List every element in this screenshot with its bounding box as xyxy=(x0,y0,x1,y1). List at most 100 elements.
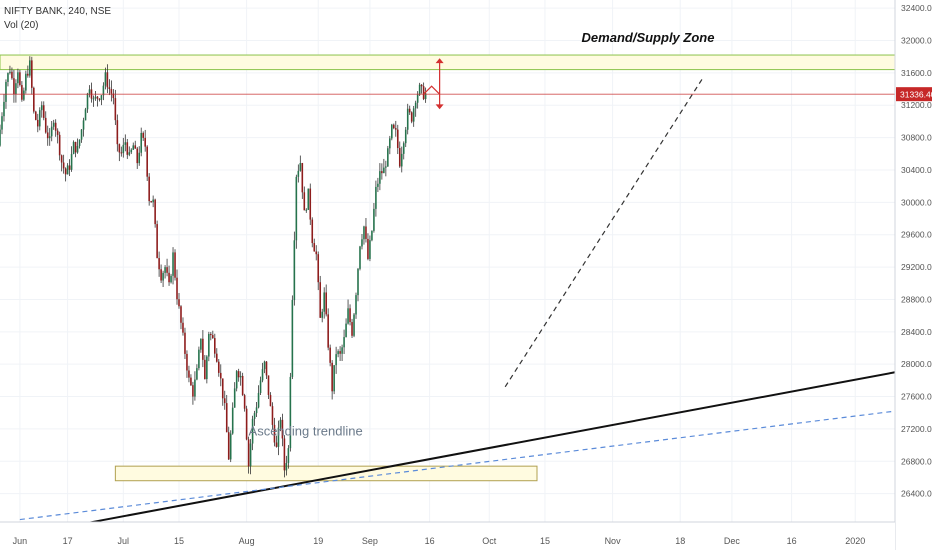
x-tick-label: Aug xyxy=(239,536,255,546)
candle-body xyxy=(206,356,208,380)
candle-body xyxy=(23,90,25,100)
candle-body xyxy=(291,300,294,377)
x-tick-label: Nov xyxy=(605,536,622,546)
candle-body xyxy=(134,145,137,149)
x-tick-label: 2020 xyxy=(845,536,865,546)
candle-body xyxy=(56,130,59,135)
candle-body xyxy=(253,413,256,419)
candle-body xyxy=(337,351,339,355)
candle-body xyxy=(70,153,73,170)
candle-body xyxy=(235,371,238,389)
candle-body xyxy=(299,163,302,171)
candle-body xyxy=(241,375,244,396)
breakout-arrows xyxy=(423,58,444,110)
candle-body xyxy=(140,132,143,153)
y-tick-label: 27200.00 xyxy=(901,424,932,434)
candle-body xyxy=(84,109,87,121)
candle-body xyxy=(100,95,103,100)
candle-body xyxy=(359,246,361,269)
y-tick-label: 30000.00 xyxy=(901,197,932,207)
candle-body xyxy=(156,224,158,259)
symbol-legend[interactable]: NIFTY BANK, 240, NSE xyxy=(4,6,112,17)
candle-body xyxy=(414,102,417,109)
candle-body xyxy=(416,94,419,103)
candle-body xyxy=(255,407,258,414)
candle-body xyxy=(381,171,383,174)
candle-body xyxy=(311,219,314,244)
candle-body xyxy=(58,134,61,156)
candle-body xyxy=(275,442,278,447)
volume-legend[interactable]: Vol (20) xyxy=(4,20,39,31)
candle-body xyxy=(214,338,216,354)
candle-body xyxy=(7,73,9,82)
candle-body xyxy=(33,87,35,112)
candle-body xyxy=(42,105,45,118)
x-tick-label: 16 xyxy=(787,536,797,546)
y-tick-label: 28400.00 xyxy=(901,327,932,337)
candle-body xyxy=(410,112,413,122)
candle-body xyxy=(166,267,168,273)
candle-body xyxy=(168,272,170,283)
candle-body xyxy=(152,199,154,203)
candle-body xyxy=(96,96,99,99)
annotations: Demand/Supply Zone Ascending trendline xyxy=(249,30,715,438)
candle-body xyxy=(106,72,109,88)
candle-body xyxy=(21,85,23,100)
candle-body xyxy=(303,192,306,211)
candle-body xyxy=(349,308,351,323)
x-tick-label: Sep xyxy=(362,536,378,546)
candle-body xyxy=(1,116,3,130)
candle-body xyxy=(13,78,15,95)
candle-body xyxy=(317,254,320,283)
annotation-label: Ascending trendline xyxy=(249,423,363,438)
candle-body xyxy=(204,359,206,380)
candle-body xyxy=(198,349,200,369)
x-tick-label: 15 xyxy=(540,536,550,546)
candle-body xyxy=(132,145,135,150)
candle-body xyxy=(396,129,399,149)
candle-body xyxy=(335,354,337,366)
y-tick-label: 29600.00 xyxy=(901,230,932,240)
candle-body xyxy=(142,132,144,138)
candle-body xyxy=(369,240,371,259)
candle-body xyxy=(391,124,393,139)
candle-body xyxy=(72,141,75,154)
candle-body xyxy=(309,188,312,220)
candle-body xyxy=(82,120,85,130)
x-tick-label: Jul xyxy=(118,536,130,546)
candle-body xyxy=(367,238,369,259)
candle-body xyxy=(408,108,411,113)
candle-body xyxy=(212,335,214,339)
y-tick-label: 32000.00 xyxy=(901,35,932,45)
candle-body xyxy=(108,87,111,90)
candle-body xyxy=(180,306,182,323)
candle-body xyxy=(66,165,69,175)
candle-body xyxy=(176,277,178,300)
candle-body xyxy=(38,110,41,127)
last-price-label: 31336.40 xyxy=(900,90,932,100)
candle-body xyxy=(285,463,288,471)
candle-body xyxy=(223,398,226,404)
candle-body xyxy=(114,98,117,121)
candle-body xyxy=(15,83,17,95)
candle-body xyxy=(116,120,119,145)
candle-body xyxy=(190,377,192,386)
candle-body xyxy=(297,170,300,177)
last-price-badge xyxy=(896,87,932,102)
candle-body xyxy=(257,392,260,408)
candle-body xyxy=(331,362,333,392)
candle-body xyxy=(172,252,174,276)
candle-body xyxy=(351,322,353,336)
candle-body xyxy=(178,299,180,307)
candle-body xyxy=(293,240,296,301)
price-axis-bg xyxy=(895,0,932,550)
candle-body xyxy=(287,448,290,464)
candle-body xyxy=(217,361,220,373)
candle-body xyxy=(418,84,421,95)
y-tick-label: 27600.00 xyxy=(901,392,932,402)
candle-body xyxy=(54,122,57,131)
candle-body xyxy=(357,268,359,296)
candle-body xyxy=(243,395,246,409)
